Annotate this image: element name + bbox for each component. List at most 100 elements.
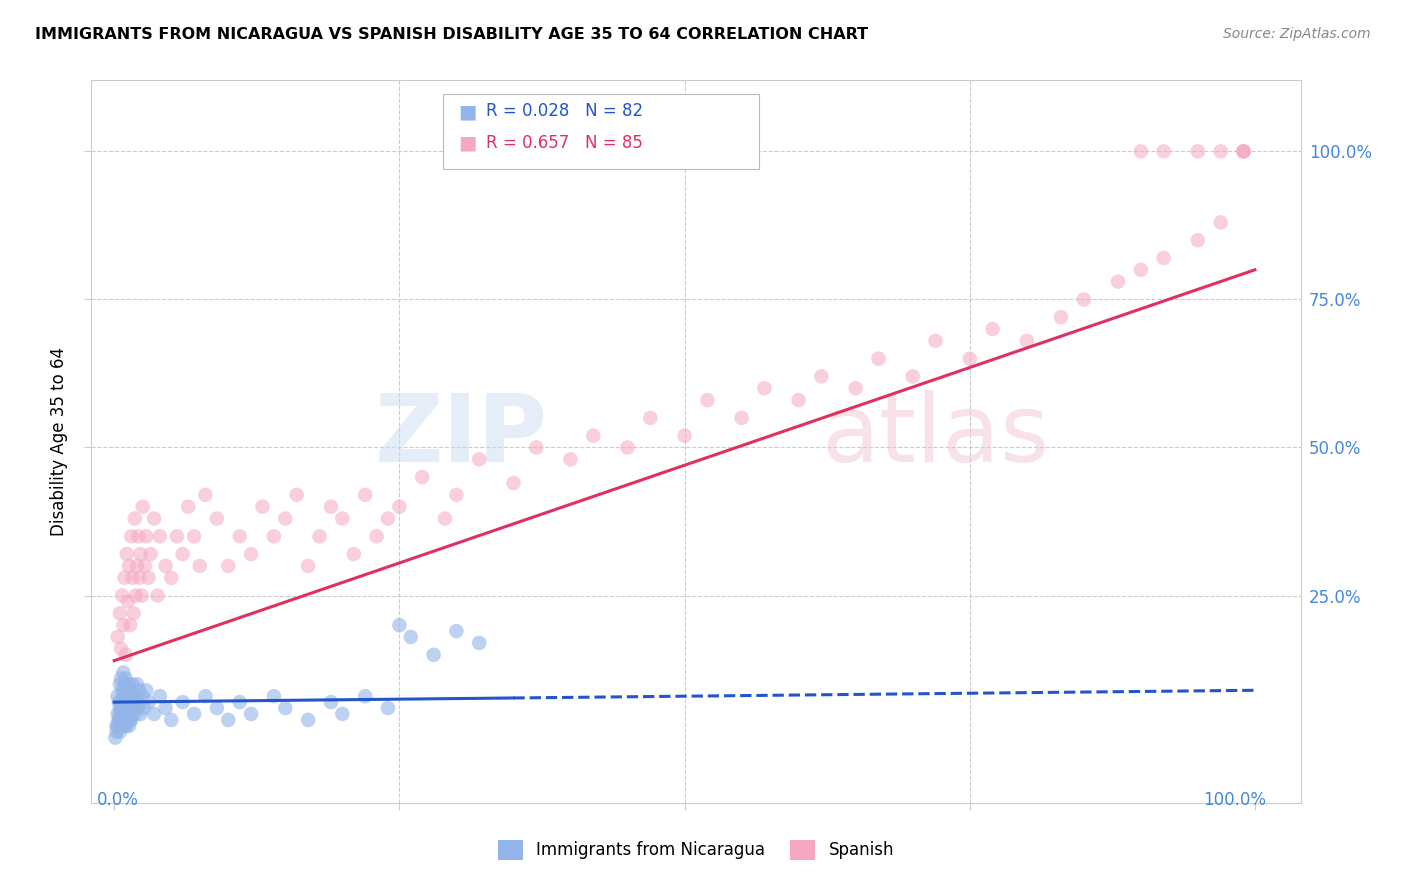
Point [115,683,138,698]
Point [125,558,148,573]
Point [132,500,155,514]
Point [468,452,491,467]
Point [228,695,250,709]
Point [120,689,142,703]
Point [117,689,139,703]
Point [160,571,183,585]
Point [240,547,263,561]
Point [110,701,132,715]
Point [330,706,353,721]
Point [114,672,136,686]
Point [901,369,924,384]
Point [120,713,142,727]
Point [108,701,131,715]
Point [172,695,194,709]
Point [524,441,547,455]
Point [114,677,136,691]
Point [166,529,188,543]
Point [446,488,468,502]
Point [112,618,135,632]
Point [107,630,129,644]
Point [107,713,129,727]
Point [129,706,152,721]
Point [131,589,153,603]
Point [122,607,145,621]
Point [354,689,377,703]
Point [125,701,148,715]
Point [981,322,1004,336]
Point [366,529,388,543]
Point [205,701,228,715]
Point [146,589,169,603]
Text: atlas: atlas [821,390,1050,482]
Point [120,706,142,721]
Point [924,334,946,348]
Point [188,558,211,573]
Point [107,689,129,703]
Point [388,500,411,514]
Text: Source: ZipAtlas.com: Source: ZipAtlas.com [1223,27,1371,41]
Point [183,706,205,721]
Point [118,677,141,691]
Point [194,689,217,703]
Point [112,689,135,703]
Point [673,428,696,442]
Point [108,724,131,739]
Point [730,410,752,425]
Point [120,529,142,543]
Text: IMMIGRANTS FROM NICARAGUA VS SPANISH DISABILITY AGE 35 TO 64 CORRELATION CHART: IMMIGRANTS FROM NICARAGUA VS SPANISH DIS… [35,27,869,42]
Text: 100.0%: 100.0% [1204,791,1267,809]
Point [117,706,139,721]
Point [252,500,274,514]
Point [135,683,157,698]
Point [434,511,457,525]
Point [177,500,200,514]
Point [108,677,131,691]
Point [111,719,134,733]
Point [125,689,148,703]
Point [640,410,662,425]
Point [128,571,150,585]
Point [104,731,127,745]
Point [107,719,129,733]
Point [308,529,330,543]
Point [143,511,166,525]
Point [354,488,377,502]
Point [108,706,131,721]
Point [118,719,141,733]
Point [107,706,129,721]
Point [105,719,128,733]
Point [128,683,150,698]
Point [228,529,250,543]
Point [959,351,981,366]
Point [134,558,156,573]
Point [205,511,228,525]
Point [118,558,141,573]
Point [120,618,142,632]
Point [115,547,138,561]
Point [138,571,160,585]
Point [696,393,718,408]
Point [112,665,135,680]
Point [183,529,205,543]
Point [240,706,263,721]
Point [105,724,128,739]
Point [1153,145,1175,159]
Point [297,713,319,727]
Point [217,713,239,727]
Point [114,571,136,585]
Point [422,648,444,662]
Text: ZIP: ZIP [375,390,548,482]
Point [112,713,135,727]
Point [111,589,134,603]
Point [117,594,139,608]
Y-axis label: Disability Age 35 to 64: Disability Age 35 to 64 [51,347,69,536]
Point [118,701,141,715]
Point [1187,233,1209,247]
Point [274,701,297,715]
Point [754,381,776,395]
Point [1153,251,1175,265]
Point [845,381,868,395]
Point [399,630,422,644]
Point [285,488,308,502]
